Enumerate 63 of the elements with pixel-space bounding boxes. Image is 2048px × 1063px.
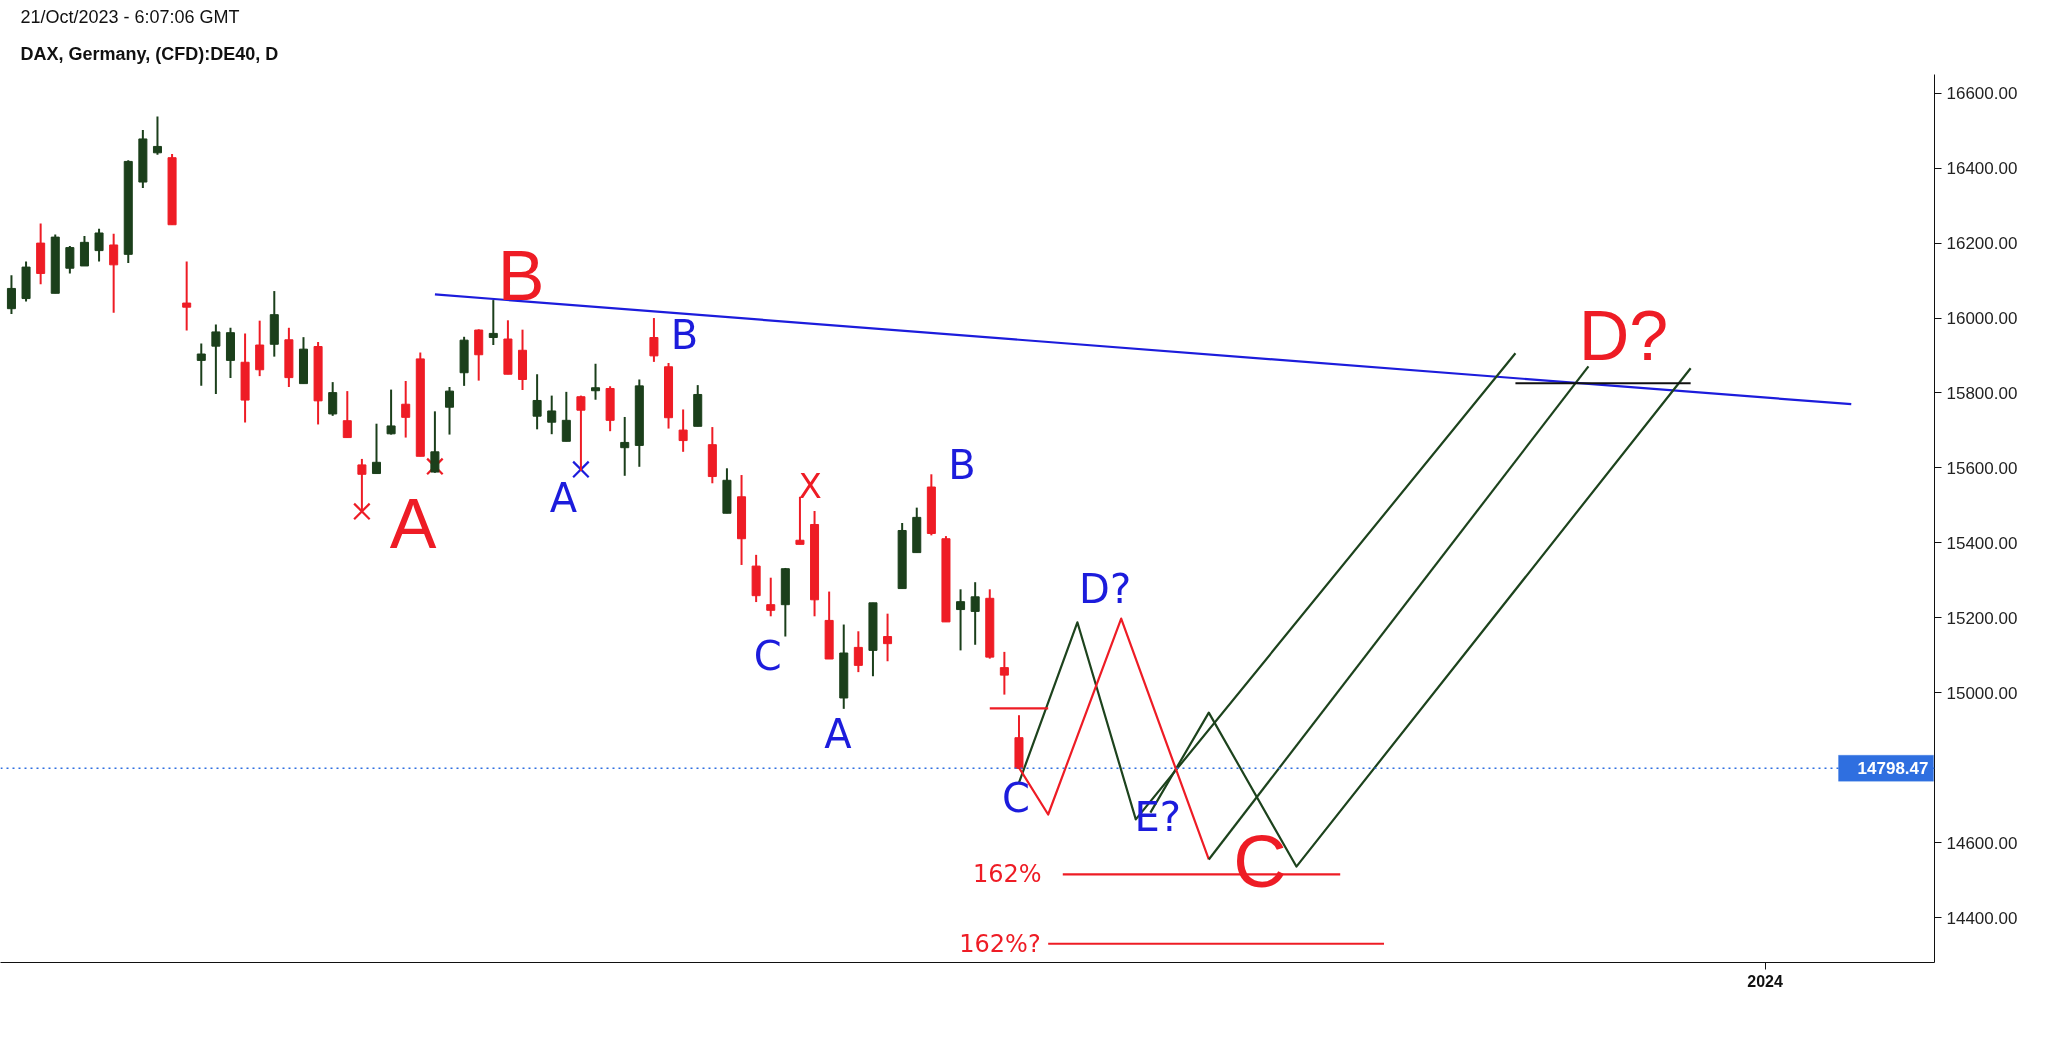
y-tick-label: 15400.00 xyxy=(1946,533,2018,553)
candlestick xyxy=(999,650,1009,696)
annotation: 162%? xyxy=(959,929,1041,958)
point xyxy=(353,502,371,521)
candlestick xyxy=(444,385,455,436)
candlestick xyxy=(152,115,162,156)
ref-line-label: 14798.47 xyxy=(1857,759,1929,779)
point xyxy=(572,460,590,479)
candlestick xyxy=(6,274,16,315)
chart-title: DAX, Germany, (CFD):DE40, D xyxy=(20,43,279,64)
candlestick xyxy=(649,317,659,363)
y-tick-label: 16400.00 xyxy=(1946,159,2018,179)
y-tick-label: 14400.00 xyxy=(1946,908,2018,928)
annotation: A xyxy=(824,711,853,758)
candlestick xyxy=(182,260,192,332)
candlestick xyxy=(532,373,542,431)
candlestick xyxy=(94,227,104,263)
candlestick xyxy=(79,234,89,267)
candlestick xyxy=(430,410,440,474)
annotation: B xyxy=(497,237,545,316)
annotation: B xyxy=(670,312,699,359)
chart-subtitle: 21/Oct/2023 - 6:07:06 GMT xyxy=(20,6,240,27)
annotation: C xyxy=(753,632,782,679)
candlestick xyxy=(211,323,221,396)
annotation: A xyxy=(549,475,578,522)
candlestick xyxy=(620,415,630,477)
candlestick xyxy=(401,379,411,439)
candlestick xyxy=(678,408,688,453)
candlestick xyxy=(488,299,498,347)
candlestick xyxy=(196,342,206,387)
y-tick-label: 15800.00 xyxy=(1946,383,2018,403)
candlestick xyxy=(883,612,893,663)
y-tick-label: 16600.00 xyxy=(1946,84,2018,104)
y-tick-label: 15600.00 xyxy=(1946,458,2018,478)
candlestick xyxy=(547,394,557,436)
y-tick-label: 15200.00 xyxy=(1946,608,2018,628)
annotation: X xyxy=(798,466,822,507)
text: 2024 xyxy=(1747,972,1784,990)
y-tick-label: 16200.00 xyxy=(1946,234,2018,254)
candlestick xyxy=(766,576,776,618)
candlestick xyxy=(561,390,571,443)
candlestick xyxy=(956,588,966,652)
candlestick xyxy=(342,390,352,439)
annotation: D? xyxy=(1079,565,1132,612)
candlestick xyxy=(328,381,338,417)
point xyxy=(426,457,444,476)
annotation: A xyxy=(389,485,437,564)
candlestick xyxy=(970,581,980,646)
y-tick-label: 16000.00 xyxy=(1946,309,2018,329)
candlestick xyxy=(576,394,586,472)
candlestick xyxy=(65,245,75,275)
y-tick-label: 15000.00 xyxy=(1946,683,2018,703)
annotation: 162% xyxy=(972,860,1042,889)
y-tick-label: 14600.00 xyxy=(1946,833,2018,853)
annotation: C xyxy=(1002,775,1031,822)
annotation: E? xyxy=(1134,794,1181,841)
annotation: B xyxy=(948,441,976,488)
candlestick xyxy=(109,232,119,314)
candlestick xyxy=(853,630,863,674)
annotation: D? xyxy=(1578,297,1669,376)
candlestick xyxy=(386,388,396,436)
candlestick xyxy=(371,422,382,475)
candlestick xyxy=(591,362,601,401)
